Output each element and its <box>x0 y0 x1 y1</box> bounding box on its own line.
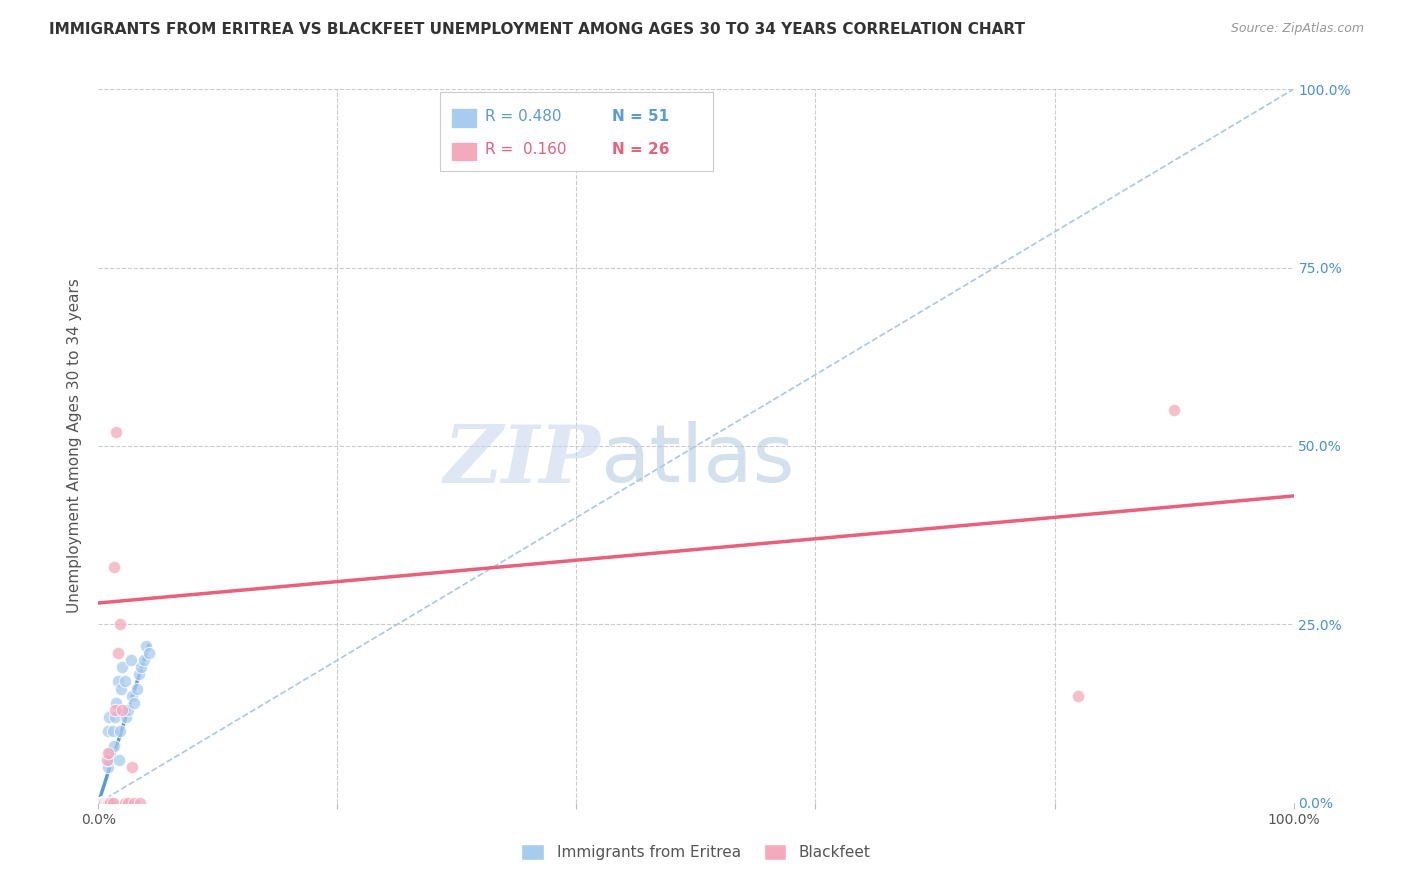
Point <box>105 696 128 710</box>
Point <box>91 796 114 810</box>
Point <box>91 796 114 810</box>
Point <box>107 674 129 689</box>
Point <box>1067 689 1090 703</box>
Point <box>103 739 125 753</box>
Point <box>125 681 148 696</box>
Point <box>117 703 139 717</box>
Point <box>132 653 155 667</box>
Point <box>115 710 138 724</box>
Point <box>108 724 131 739</box>
Point <box>103 560 125 574</box>
Point <box>117 796 139 810</box>
Point <box>93 796 115 810</box>
Point <box>91 796 114 810</box>
Point <box>98 796 122 810</box>
Point <box>101 796 124 810</box>
Point <box>94 796 117 810</box>
Point <box>101 796 124 810</box>
Point <box>90 796 112 810</box>
Point <box>96 753 118 767</box>
Point <box>124 796 146 810</box>
Text: atlas: atlas <box>600 421 794 500</box>
Point <box>108 617 131 632</box>
Point <box>98 753 121 767</box>
Point <box>111 703 134 717</box>
Text: N = 26: N = 26 <box>612 143 669 157</box>
Point <box>105 425 128 439</box>
Point <box>91 796 114 810</box>
Point <box>131 660 153 674</box>
Point <box>128 667 150 681</box>
Point <box>101 724 124 739</box>
Point <box>121 760 143 774</box>
Point <box>91 796 114 810</box>
Point <box>110 681 132 696</box>
Point <box>90 796 112 810</box>
Point <box>97 724 120 739</box>
Point <box>121 689 143 703</box>
Point <box>91 796 114 810</box>
Text: R =  0.160: R = 0.160 <box>485 143 567 157</box>
Point <box>104 710 127 724</box>
Point <box>120 653 142 667</box>
Point <box>98 710 121 724</box>
Point <box>129 796 152 810</box>
Point <box>93 796 115 810</box>
Text: IMMIGRANTS FROM ERITREA VS BLACKFEET UNEMPLOYMENT AMONG AGES 30 TO 34 YEARS CORR: IMMIGRANTS FROM ERITREA VS BLACKFEET UNE… <box>49 22 1025 37</box>
Point <box>111 660 134 674</box>
Point <box>93 796 115 810</box>
Point <box>98 746 122 760</box>
Point <box>96 796 118 810</box>
Point <box>114 796 136 810</box>
Text: ZIP: ZIP <box>443 422 600 499</box>
Point <box>90 796 112 810</box>
Point <box>97 796 120 810</box>
Point <box>91 796 114 810</box>
Text: Source: ZipAtlas.com: Source: ZipAtlas.com <box>1230 22 1364 36</box>
Point <box>124 696 146 710</box>
Point <box>104 703 127 717</box>
Point <box>97 746 120 760</box>
Text: R = 0.480: R = 0.480 <box>485 110 561 124</box>
Point <box>98 796 121 810</box>
Point <box>93 796 115 810</box>
Text: N = 51: N = 51 <box>612 110 669 124</box>
Point <box>97 760 120 774</box>
Point <box>93 796 115 810</box>
Point <box>91 796 114 810</box>
Point <box>91 796 114 810</box>
Point <box>91 796 114 810</box>
Point <box>90 796 112 810</box>
Point <box>93 796 115 810</box>
Point <box>1163 403 1185 417</box>
Point <box>96 796 118 810</box>
Point <box>107 753 129 767</box>
Point <box>91 796 114 810</box>
Point <box>98 796 122 810</box>
Point <box>93 796 115 810</box>
Point <box>138 646 160 660</box>
Point <box>96 796 118 810</box>
Y-axis label: Unemployment Among Ages 30 to 34 years: Unemployment Among Ages 30 to 34 years <box>67 278 83 614</box>
Point <box>107 646 129 660</box>
Point <box>114 674 136 689</box>
Point <box>94 796 117 810</box>
Point <box>135 639 157 653</box>
Point <box>94 796 117 810</box>
Point <box>91 796 114 810</box>
Legend: Immigrants from Eritrea, Blackfeet: Immigrants from Eritrea, Blackfeet <box>515 838 877 866</box>
Point <box>90 796 112 810</box>
